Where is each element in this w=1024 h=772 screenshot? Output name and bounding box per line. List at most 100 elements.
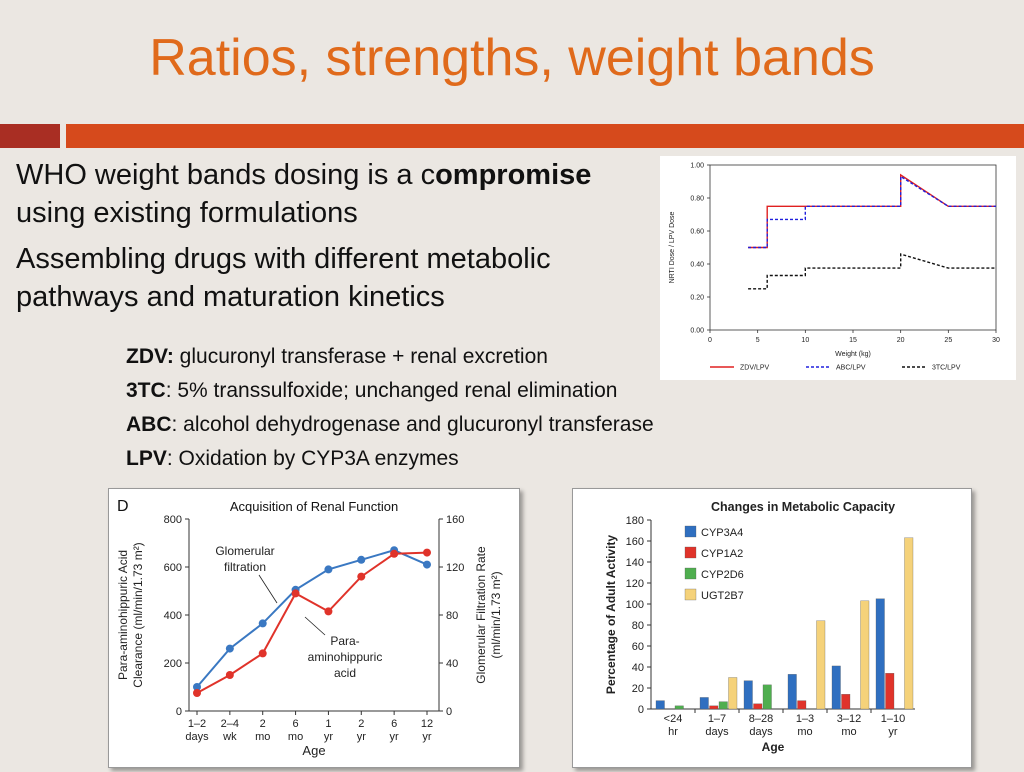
renal-function-chart-svg: D Acquisition of Renal Function0200400600… (116, 498, 503, 758)
bar-cyp3a4 (655, 700, 665, 710)
x-tick-label: mo (288, 731, 303, 743)
y-tick-label: 60 (632, 641, 644, 653)
x-axis-label: Weight (kg) (835, 351, 871, 358)
bullet-pathways: Assembling drugs with different metaboli… (16, 243, 551, 313)
y-tick-label: 120 (626, 578, 644, 590)
bar-cyp2d6 (674, 705, 684, 710)
x-tick-label: days (185, 731, 209, 743)
legend-label: CYP1A2 (701, 548, 743, 560)
y-tick-label: 0.60 (690, 229, 704, 236)
series-line-zdv-lpv (748, 173, 996, 249)
data-point (357, 572, 366, 581)
legend-label: ZDV/LPV (740, 365, 770, 372)
annotation-label: aminohippuric (308, 650, 383, 664)
y-axis-label: Percentage of Adult Activity (604, 535, 618, 694)
legend-swatch (684, 588, 697, 601)
bar-ugt2b7 (728, 677, 738, 710)
y-tick-label: 1.00 (690, 163, 704, 170)
x-tick-label: wk (222, 731, 237, 743)
x-tick-label: yr (422, 731, 432, 743)
x-tick-label: yr (888, 726, 898, 738)
bar-cyp3a4 (831, 665, 841, 710)
y-tick-label: 0 (638, 704, 644, 716)
data-point (423, 560, 431, 569)
annotation-label: Glomerular (215, 544, 274, 558)
y-axis-label: Clearance (ml/min/1.73 m²) (131, 542, 145, 687)
y-right-tick-label: 0 (446, 706, 452, 718)
y-tick-label: 200 (164, 658, 182, 670)
bar-cyp3a4 (787, 674, 797, 710)
x-tick-label: 1 (325, 718, 331, 730)
metabolic-capacity-chart: Changes in Metabolic Capacity 0 20 40 60 80 10… (572, 488, 972, 768)
bar-cyp1a2 (753, 703, 763, 710)
data-point (324, 607, 333, 616)
y-tick-label: 0.40 (690, 262, 704, 269)
x-tick-label: hr (668, 726, 678, 738)
y-tick-label: 800 (164, 514, 182, 526)
drug-desc: : 5% transsulfoxide; unchanged renal eli… (165, 379, 618, 402)
x-tick-label: 6 (293, 718, 299, 730)
x-tick-label: 12 (421, 718, 433, 730)
x-tick-label: 30 (992, 337, 1000, 344)
data-point (225, 671, 234, 679)
drug-list: ZDV: glucuronyl transferase + renal excr… (126, 340, 654, 476)
x-tick-label: 0 (708, 337, 712, 344)
bar-cyp1a2 (797, 700, 807, 710)
title-rule (66, 124, 1024, 148)
legend-label: CYP3A4 (701, 527, 743, 539)
legend-label: 3TC/LPV (932, 365, 961, 372)
series-line (196, 549, 428, 688)
y-tick-label: 160 (626, 536, 644, 548)
bar-cyp3a4 (699, 697, 709, 710)
bullet-1-post: using existing formulations (16, 197, 358, 229)
x-tick-label: days (749, 726, 773, 738)
drug-desc: : alcohol dehydrogenase and glucuronyl t… (171, 413, 654, 436)
drug-abc: ABC: alcohol dehydrogenase and glucurony… (126, 408, 654, 442)
y-tick-label: 0 (176, 706, 182, 718)
bar-ugt2b7 (904, 537, 914, 710)
bar-ugt2b7 (860, 600, 870, 710)
bar-cyp1a2 (841, 694, 851, 710)
x-tick-label: mo (841, 726, 856, 738)
legend-swatch (684, 525, 697, 538)
bullet-1-bold: ompromise (435, 159, 592, 191)
x-tick-label: mo (797, 726, 812, 738)
bullet-compromise: WHO weight bands dosing is a compromise … (16, 156, 656, 232)
data-point (291, 589, 300, 598)
bar-cyp1a2 (709, 705, 719, 710)
drug-desc: glucuronyl transferase + renal excretion (173, 345, 548, 368)
y-tick-label: 180 (626, 515, 644, 527)
legend-label: CYP2D6 (701, 569, 744, 581)
drug-lpv: LPV: Oxidation by CYP3A enzymes (126, 442, 654, 476)
series-line-3tc-lpv (748, 253, 996, 290)
data-point (357, 555, 366, 564)
bullet-1-pre: WHO weight bands dosing is a c (16, 159, 436, 191)
annotation-leader (258, 574, 278, 604)
panel-label: D (117, 498, 129, 515)
legend-swatch (684, 567, 697, 580)
x-tick-label: 1–2 (188, 718, 206, 730)
y-axis-label: Para-aminohippuric Acid (116, 550, 130, 680)
dose-ratio-chart-svg: 0.00 0.20 0.40 0.60 0.80 1.00 0 5 10 15 20 25 30 Weig… (669, 163, 1000, 372)
y-tick-label: 600 (164, 562, 182, 574)
x-tick-label: 25 (944, 337, 952, 344)
annotation-label: acid (334, 666, 356, 680)
bar-cyp1a2 (885, 673, 895, 710)
y-right-tick-label: 80 (446, 610, 458, 622)
x-tick-label: 3–12 (837, 713, 861, 725)
y-tick-label: 0.00 (690, 328, 704, 335)
x-tick-label: 2 (358, 718, 364, 730)
x-tick-label: 5 (756, 337, 760, 344)
x-tick-label: <24 (664, 713, 683, 725)
bar-cyp3a4 (743, 680, 753, 710)
y-tick-label: 0.80 (690, 196, 704, 203)
x-tick-label: 2 (260, 718, 266, 730)
drug-name: LPV (126, 447, 167, 470)
x-tick-label: 8–28 (749, 713, 773, 725)
x-axis-label: Age (302, 743, 325, 758)
chart-title: Changes in Metabolic Capacity (711, 500, 895, 514)
y-tick-label: 80 (632, 620, 644, 632)
data-point (193, 683, 201, 691)
bar-cyp2d6 (762, 684, 772, 710)
x-tick-label: 15 (849, 337, 857, 344)
